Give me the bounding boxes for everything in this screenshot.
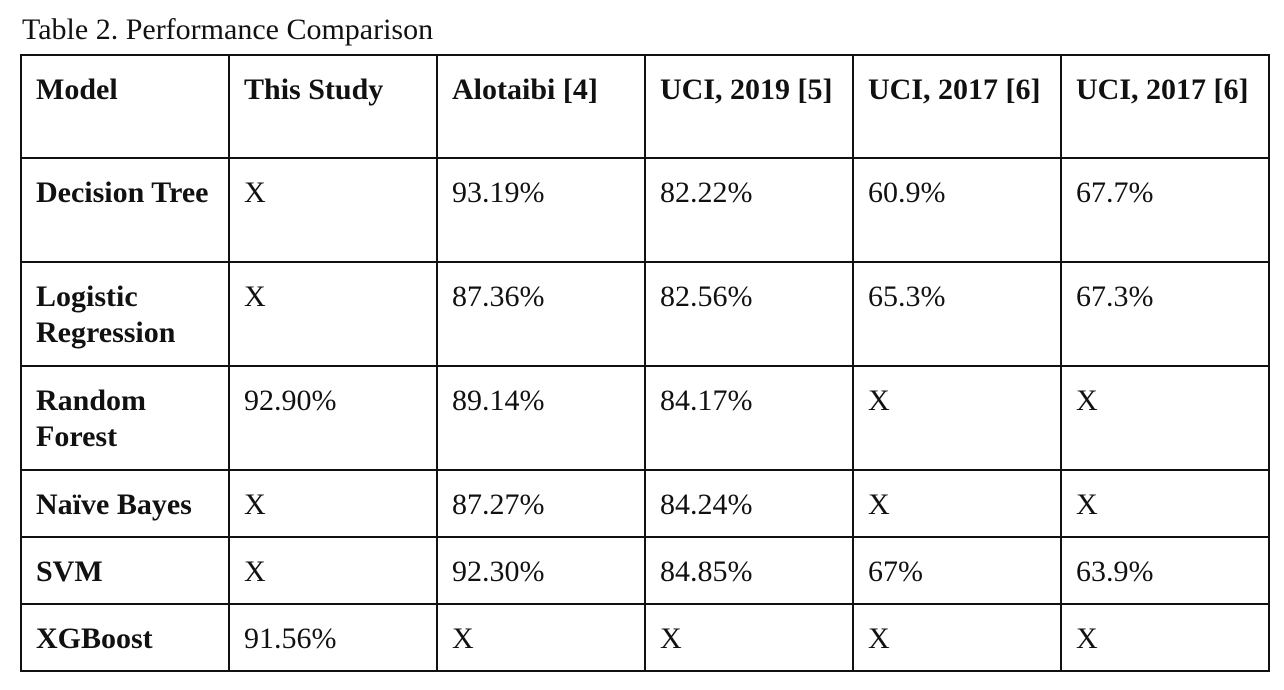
value-cell: 67.3% [1060, 261, 1270, 367]
value-cell: 82.22% [644, 157, 854, 263]
value-cell: 82.56% [644, 261, 854, 367]
value-cell: 65.3% [852, 261, 1062, 367]
value-cell: 92.90% [228, 365, 438, 471]
value-cell: X [1060, 603, 1270, 672]
header-cell: UCI, 2017 [6] [1060, 54, 1270, 159]
value-cell: 87.27% [436, 469, 646, 538]
value-cell: X [852, 603, 1062, 672]
value-cell: X [1060, 365, 1270, 471]
value-cell: 63.9% [1060, 536, 1270, 605]
value-cell: 84.24% [644, 469, 854, 538]
value-cell: X [436, 603, 646, 672]
value-cell: X [228, 536, 438, 605]
value-cell: 84.17% [644, 365, 854, 471]
header-cell: Model [20, 54, 230, 159]
table-row: Decision Tree X 93.19% 82.22% 60.9% 67.7… [20, 157, 1270, 263]
model-name-cell: Decision Tree [20, 157, 230, 263]
model-name-cell: Random Forest [20, 365, 230, 471]
model-name-cell: XGBoost [20, 603, 230, 672]
value-cell: 60.9% [852, 157, 1062, 263]
header-cell: UCI, 2019 [5] [644, 54, 854, 159]
header-cell: UCI, 2017 [6] [852, 54, 1062, 159]
header-cell: This Study [228, 54, 438, 159]
value-cell: 92.30% [436, 536, 646, 605]
value-cell: 89.14% [436, 365, 646, 471]
value-cell: 67.7% [1060, 157, 1270, 263]
table-row: Random Forest 92.90% 89.14% 84.17% X X [20, 365, 1270, 471]
value-cell: X [228, 469, 438, 538]
table-row: XGBoost 91.56% X X X X [20, 603, 1270, 672]
table-row: Naïve Bayes X 87.27% 84.24% X X [20, 469, 1270, 538]
model-name-cell: Logistic Regression [20, 261, 230, 367]
table-row: Logistic Regression X 87.36% 82.56% 65.3… [20, 261, 1270, 367]
table-caption: Table 2. Performance Comparison [22, 13, 434, 46]
value-cell: 91.56% [228, 603, 438, 672]
header-cell: Alotaibi [4] [436, 54, 646, 159]
value-cell: X [644, 603, 854, 672]
performance-table: Model This Study Alotaibi [4] UCI, 2019 … [20, 54, 1270, 672]
model-name-cell: SVM [20, 536, 230, 605]
value-cell: X [228, 157, 438, 263]
header-row: Model This Study Alotaibi [4] UCI, 2019 … [20, 54, 1270, 159]
value-cell: X [852, 469, 1062, 538]
model-name-cell: Naïve Bayes [20, 469, 230, 538]
value-cell: 87.36% [436, 261, 646, 367]
value-cell: 93.19% [436, 157, 646, 263]
value-cell: X [852, 365, 1062, 471]
value-cell: X [228, 261, 438, 367]
value-cell: 67% [852, 536, 1062, 605]
value-cell: X [1060, 469, 1270, 538]
value-cell: 84.85% [644, 536, 854, 605]
table-row: SVM X 92.30% 84.85% 67% 63.9% [20, 536, 1270, 605]
